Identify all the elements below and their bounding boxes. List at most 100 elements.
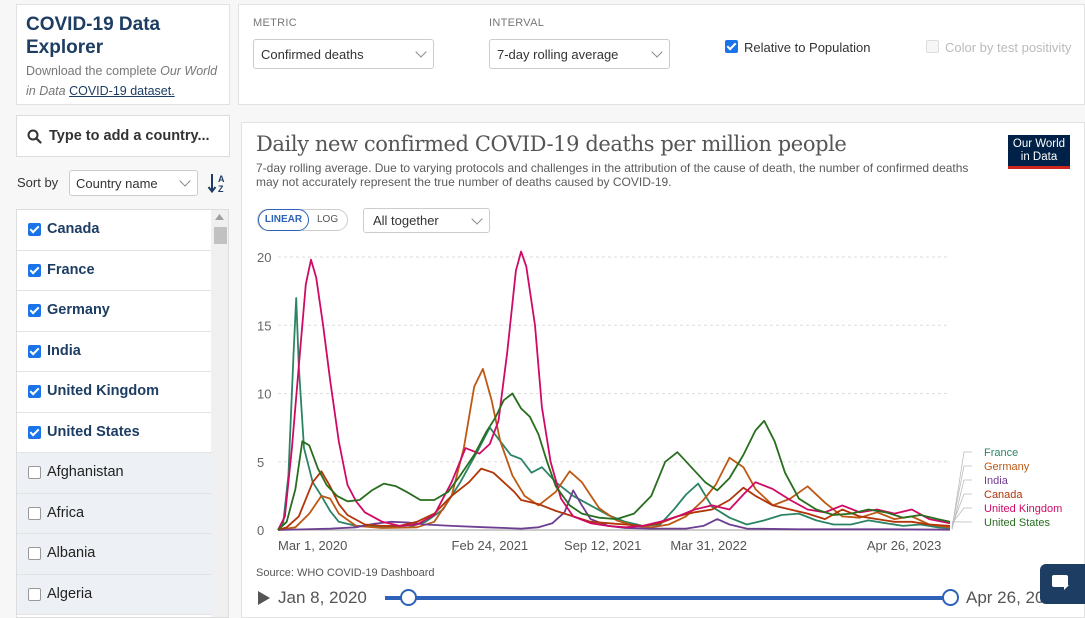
interval-dropdown[interactable]: 7-day rolling average bbox=[489, 39, 670, 69]
country-item-albania[interactable]: Albania bbox=[17, 534, 213, 575]
country-item-afghanistan[interactable]: Afghanistan bbox=[17, 453, 213, 494]
legend-label: France bbox=[984, 447, 1018, 459]
country-label: Canada bbox=[47, 221, 100, 237]
x-tick-label: Mar 1, 2020 bbox=[278, 538, 347, 553]
search-placeholder: Type to add a country... bbox=[49, 128, 210, 144]
interval-value: 7-day rolling average bbox=[497, 47, 619, 62]
legend-connector bbox=[951, 465, 972, 528]
x-tick-label: Apr 26, 2023 bbox=[867, 538, 941, 553]
chevron-down-icon bbox=[651, 46, 663, 58]
log-scale-button[interactable]: LOG bbox=[317, 214, 339, 225]
legend-connector bbox=[951, 507, 972, 524]
country-checkbox[interactable] bbox=[28, 304, 41, 317]
country-checkbox[interactable] bbox=[28, 547, 41, 560]
play-icon[interactable] bbox=[258, 591, 270, 605]
controls-panel: METRIC Confirmed deaths INTERVAL 7-day r… bbox=[238, 4, 1085, 105]
country-checkbox[interactable] bbox=[28, 344, 41, 358]
legend-label: India bbox=[984, 475, 1009, 487]
country-item-africa[interactable]: Africa bbox=[17, 493, 213, 534]
country-item-united-states[interactable]: United States bbox=[17, 412, 213, 453]
scrollbar-thumb[interactable] bbox=[214, 227, 227, 244]
country-checkbox[interactable] bbox=[28, 506, 41, 520]
scroll-up-arrow-icon[interactable] bbox=[215, 214, 224, 220]
dataset-link[interactable]: COVID-19 dataset. bbox=[69, 84, 175, 98]
series-line-france bbox=[277, 297, 951, 531]
country-label: Albania bbox=[47, 545, 96, 561]
y-tick-label: 0 bbox=[257, 523, 264, 538]
legend-label: United Kingdom bbox=[984, 503, 1062, 515]
sort-dropdown[interactable]: Country name bbox=[69, 170, 198, 196]
facet-value: All together bbox=[373, 213, 439, 228]
timeline-start-label: Jan 8, 2020 bbox=[278, 588, 367, 607]
legend-connector bbox=[951, 493, 972, 527]
interval-label: INTERVAL bbox=[489, 17, 545, 29]
y-tick-label: 10 bbox=[257, 387, 271, 402]
legend-label: Germany bbox=[984, 461, 1030, 473]
country-label: India bbox=[47, 342, 81, 359]
timeline-start-handle[interactable] bbox=[400, 589, 417, 606]
country-checkbox[interactable] bbox=[28, 587, 41, 601]
country-item-france[interactable]: France bbox=[17, 250, 213, 291]
metric-dropdown[interactable]: Confirmed deaths bbox=[253, 39, 434, 69]
explorer-header: COVID-19 Data Explorer Download the comp… bbox=[16, 4, 230, 105]
relative-population-checkbox[interactable] bbox=[725, 40, 738, 53]
y-tick-label: 5 bbox=[257, 455, 264, 470]
linear-scale-button[interactable]: LINEAR bbox=[258, 209, 309, 231]
country-item-germany[interactable]: Germany bbox=[17, 291, 213, 332]
country-item-canada[interactable]: Canada bbox=[17, 210, 213, 251]
country-label: United States bbox=[47, 423, 140, 440]
country-label: United Kingdom bbox=[47, 383, 159, 399]
series-line-united-kingdom bbox=[277, 250, 951, 531]
explorer-description: Download the complete Our World in Data … bbox=[26, 61, 220, 101]
line-chart: 0 5 10 15 20 Mar 1, 2020 Feb 24, 2021 Sep 12, 2… bbox=[257, 250, 1062, 553]
timeline-end-handle[interactable] bbox=[942, 589, 959, 606]
logo-line-2: in Data bbox=[1020, 151, 1058, 163]
country-search-box[interactable]: Type to add a country... bbox=[16, 115, 230, 157]
country-item-india[interactable]: India bbox=[17, 331, 213, 372]
sort-order-icon[interactable]: A Z bbox=[207, 172, 229, 194]
legend-connector bbox=[951, 451, 972, 529]
description-prefix: Download the complete bbox=[26, 64, 157, 78]
chart-panel bbox=[241, 122, 1085, 618]
country-label: Afghanistan bbox=[47, 464, 124, 480]
y-tick-label: 20 bbox=[257, 250, 271, 265]
chart-source[interactable]: Source: WHO COVID-19 Dashboard bbox=[256, 567, 435, 579]
timeline-track[interactable] bbox=[385, 596, 951, 600]
series-line-india bbox=[277, 489, 951, 531]
owid-logo[interactable]: Our World in Data bbox=[1008, 135, 1070, 169]
explorer-title: COVID-19 Data Explorer bbox=[26, 14, 161, 58]
country-label: France bbox=[47, 261, 95, 278]
legend-connector bbox=[951, 479, 972, 530]
legend-label: Canada bbox=[984, 489, 1023, 501]
y-tick-label: 15 bbox=[257, 318, 271, 333]
search-icon bbox=[27, 129, 42, 144]
country-checkbox[interactable] bbox=[28, 385, 41, 398]
color-positivity-label: Color by test positivity bbox=[945, 40, 1072, 55]
country-checkbox[interactable] bbox=[28, 223, 41, 236]
chart-subtitle: 7-day rolling average. Due to varying pr… bbox=[256, 161, 969, 189]
country-label: Algeria bbox=[47, 585, 93, 602]
description-owid: Our World in Data bbox=[26, 64, 218, 98]
svg-text:Z: Z bbox=[218, 184, 224, 194]
timeline-end-label: Apr 26, 2023 bbox=[966, 588, 1064, 607]
legend-label: United States bbox=[984, 517, 1051, 529]
country-item-algeria[interactable]: Algeria bbox=[17, 574, 213, 615]
svg-text:A: A bbox=[218, 174, 225, 184]
logo-line-1: Our World bbox=[1012, 138, 1066, 150]
x-tick-label: Feb 24, 2021 bbox=[452, 538, 529, 553]
metric-value: Confirmed deaths bbox=[261, 47, 364, 62]
metric-label: METRIC bbox=[253, 17, 297, 29]
color-positivity-checkbox[interactable] bbox=[926, 40, 939, 53]
sort-label: Sort by bbox=[17, 175, 59, 190]
chat-icon[interactable] bbox=[1040, 564, 1085, 604]
chevron-down-icon bbox=[415, 46, 427, 58]
series-line-united-states bbox=[277, 392, 951, 531]
country-item-united-kingdom[interactable]: United Kingdom bbox=[17, 372, 213, 413]
chevron-down-icon bbox=[179, 175, 191, 187]
facet-dropdown[interactable]: All together bbox=[363, 208, 490, 233]
scale-toggle: LINEAR LOG bbox=[257, 209, 348, 231]
country-checkbox[interactable] bbox=[28, 425, 41, 439]
country-checkbox[interactable] bbox=[28, 466, 41, 479]
country-list-scrollbar[interactable] bbox=[211, 210, 228, 617]
country-checkbox[interactable] bbox=[28, 263, 41, 277]
